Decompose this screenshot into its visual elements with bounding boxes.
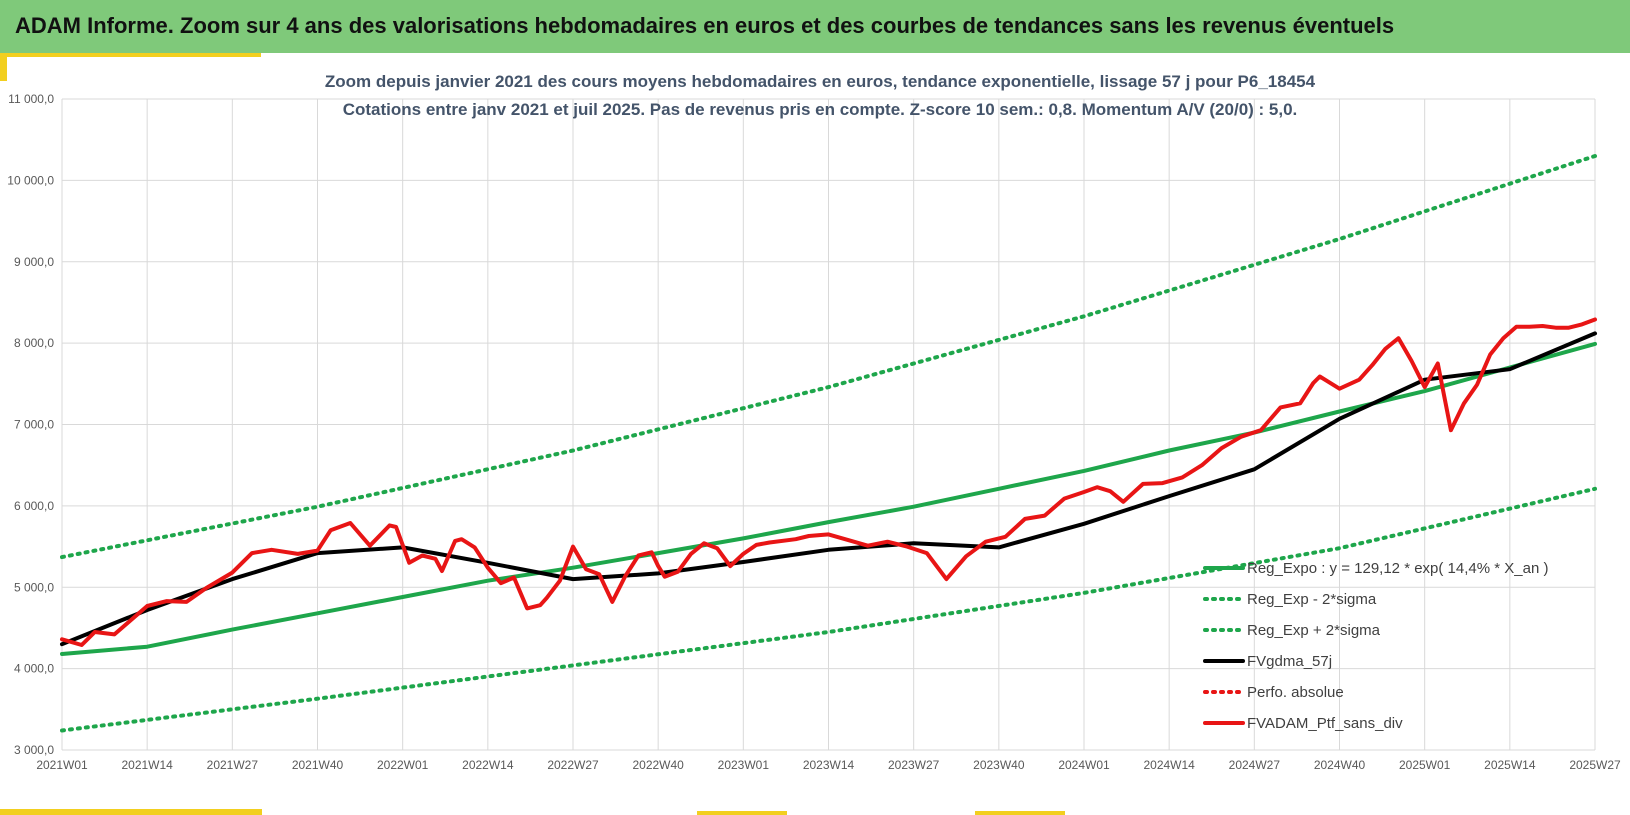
series-group — [60, 154, 1597, 733]
accent-bar-bottom — [0, 809, 262, 815]
x-tick-label: 2022W27 — [547, 758, 599, 772]
gridlines — [61, 98, 1596, 751]
x-tick-label: 2025W01 — [1399, 758, 1451, 772]
legend-label: Reg_Exp - 2*sigma — [1247, 591, 1377, 608]
x-tick-label: 2022W14 — [462, 758, 514, 772]
series-line — [60, 341, 1597, 656]
x-tick-label: 2023W01 — [718, 758, 770, 772]
y-tick-label: 9 000,0 — [14, 255, 54, 269]
x-tick-label: 2023W40 — [973, 758, 1025, 772]
accent-line — [7, 53, 261, 57]
legend: Reg_Expo : y = 129,12 * exp( 14,4% * X_a… — [1203, 560, 1548, 732]
accent-bar-bottom — [975, 811, 1065, 815]
y-tick-label: 10 000,0 — [7, 173, 54, 187]
x-tick-label: 2022W01 — [377, 758, 429, 772]
accent-bar — [0, 53, 7, 81]
x-tick-label: 2024W14 — [1143, 758, 1195, 772]
legend-label: Reg_Exp + 2*sigma — [1247, 622, 1381, 639]
y-tick-label: 3 000,0 — [14, 743, 54, 757]
accent-bar-bottom — [697, 811, 787, 815]
series-line — [60, 486, 1597, 733]
x-axis-ticks: 2021W01 2021W14 2021W27 2021W40 2022W01 2022W… — [36, 758, 1621, 772]
legend-label: FVADAM_Ptf_sans_div — [1247, 715, 1403, 732]
x-tick-label: 2025W14 — [1484, 758, 1536, 772]
title-banner: ADAM Informe. Zoom sur 4 ans des valoris… — [0, 0, 1630, 53]
x-tick-label: 2023W14 — [803, 758, 855, 772]
series-line — [60, 331, 1597, 647]
x-tick-label: 2025W27 — [1569, 758, 1621, 772]
chart-title-line2: Cotations entre janv 2021 et juil 2025. … — [343, 100, 1298, 119]
legend-label: Perfo. absolue — [1247, 684, 1344, 701]
y-tick-label: 8 000,0 — [14, 336, 54, 350]
y-axis-ticks: 3 000,0 4 000,0 5 000,0 6 000,0 7 000,0 8 000… — [7, 92, 54, 757]
y-tick-label: 5 000,0 — [14, 580, 54, 594]
x-tick-label: 2021W01 — [36, 758, 88, 772]
legend-label: FVgdma_57j — [1247, 653, 1332, 670]
x-tick-label: 2023W27 — [888, 758, 940, 772]
y-tick-label: 6 000,0 — [14, 499, 54, 513]
x-tick-label: 2021W40 — [292, 758, 344, 772]
chart-title-line1: Zoom depuis janvier 2021 des cours moyen… — [325, 72, 1316, 91]
page-title: ADAM Informe. Zoom sur 4 ans des valoris… — [15, 13, 1395, 38]
series-line — [60, 154, 1597, 560]
y-tick-label: 7 000,0 — [14, 418, 54, 432]
x-tick-label: 2024W40 — [1314, 758, 1366, 772]
x-tick-label: 2022W40 — [632, 758, 684, 772]
line-chart: 3 000,0 4 000,0 5 000,0 6 000,0 7 000,0 8 000… — [7, 72, 1621, 772]
x-tick-label: 2024W27 — [1229, 758, 1281, 772]
y-tick-label: 4 000,0 — [14, 662, 54, 676]
series-line — [60, 317, 1597, 647]
x-tick-label: 2024W01 — [1058, 758, 1110, 772]
x-tick-label: 2021W27 — [207, 758, 259, 772]
x-tick-label: 2021W14 — [121, 758, 173, 772]
y-tick-label: 11 000,0 — [8, 92, 54, 106]
legend-label: Reg_Expo : y = 129,12 * exp( 14,4% * X_a… — [1247, 560, 1548, 577]
